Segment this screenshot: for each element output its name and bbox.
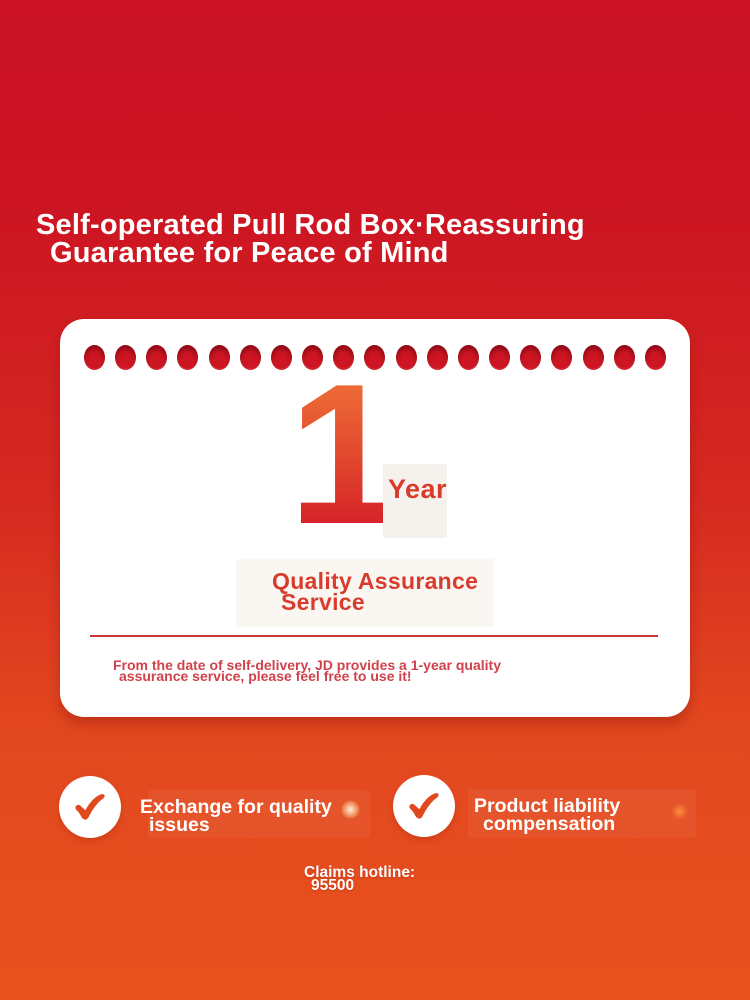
claims-hotline: Claims hotline: 95500 [304, 864, 416, 894]
title-line-2: Guarantee for Peace of Mind [50, 236, 449, 269]
badge-liability-line-1: Product liability [474, 795, 621, 817]
claims-hotline-label: Claims hotline: [304, 864, 416, 881]
perforation-dot [333, 345, 355, 370]
perforation-dot [177, 345, 199, 370]
perforation-dot [302, 345, 324, 370]
title-line-1: Self-operated Pull Rod Box·Reassuring [36, 209, 585, 241]
perforation-dot [115, 345, 137, 370]
badge-label-band [468, 789, 696, 838]
perforation-dot [613, 345, 635, 370]
badge-exchange-line-2: issues [149, 813, 210, 836]
perforation-dot [489, 345, 511, 370]
claims-hotline-number: 95500 [311, 876, 355, 894]
badge-circle-exchange [59, 776, 121, 838]
service-title-line-1: Quality Assurance [272, 568, 479, 594]
badge-exchange-line-1: Exchange for quality [140, 796, 332, 818]
badge-label-liability: Product liability compensation [474, 795, 621, 835]
perforation-dot [364, 345, 386, 370]
perforation-dot [146, 345, 168, 370]
warranty-note: From the date of self-delivery, JD provi… [113, 657, 501, 684]
warranty-note-line-1: From the date of self-delivery, JD provi… [113, 657, 501, 673]
checkmark-icon [409, 793, 439, 819]
card-divider-line [90, 635, 658, 637]
badge-label-band [148, 790, 370, 838]
perforation-dot [395, 345, 417, 370]
perforation-dot [644, 345, 666, 370]
service-highlight-box [236, 559, 494, 627]
perforation-dot [457, 345, 479, 370]
checkmark-icon [75, 794, 105, 820]
perforation-dot [84, 345, 105, 370]
perforation-dot [426, 345, 448, 370]
warranty-note-line-2: assurance service, please feel free to u… [119, 668, 412, 684]
badge-label-exchange: Exchange for quality issues [140, 796, 332, 836]
perforation-dots [84, 345, 666, 370]
perforation-dot [270, 345, 292, 370]
perforation-dot [239, 345, 261, 370]
unit-highlight-box [383, 464, 447, 538]
badge-circle-liability [393, 775, 455, 837]
warranty-years-number: 1 [284, 355, 404, 555]
warranty-unit-label: Year [388, 474, 448, 504]
perforation-dot [551, 345, 573, 370]
perforation-dot [208, 345, 230, 370]
service-title-line-2: Service [281, 589, 365, 615]
service-title: Quality Assurance Service [272, 568, 479, 615]
perforation-dot [582, 345, 604, 370]
page-title: Self-operated Pull Rod Box·Reassuring Gu… [36, 209, 585, 269]
warranty-card: 1 Year Quality Assurance Service From th… [60, 319, 690, 717]
perforation-dot [520, 345, 542, 370]
badge-liability-line-2: compensation [483, 812, 616, 835]
